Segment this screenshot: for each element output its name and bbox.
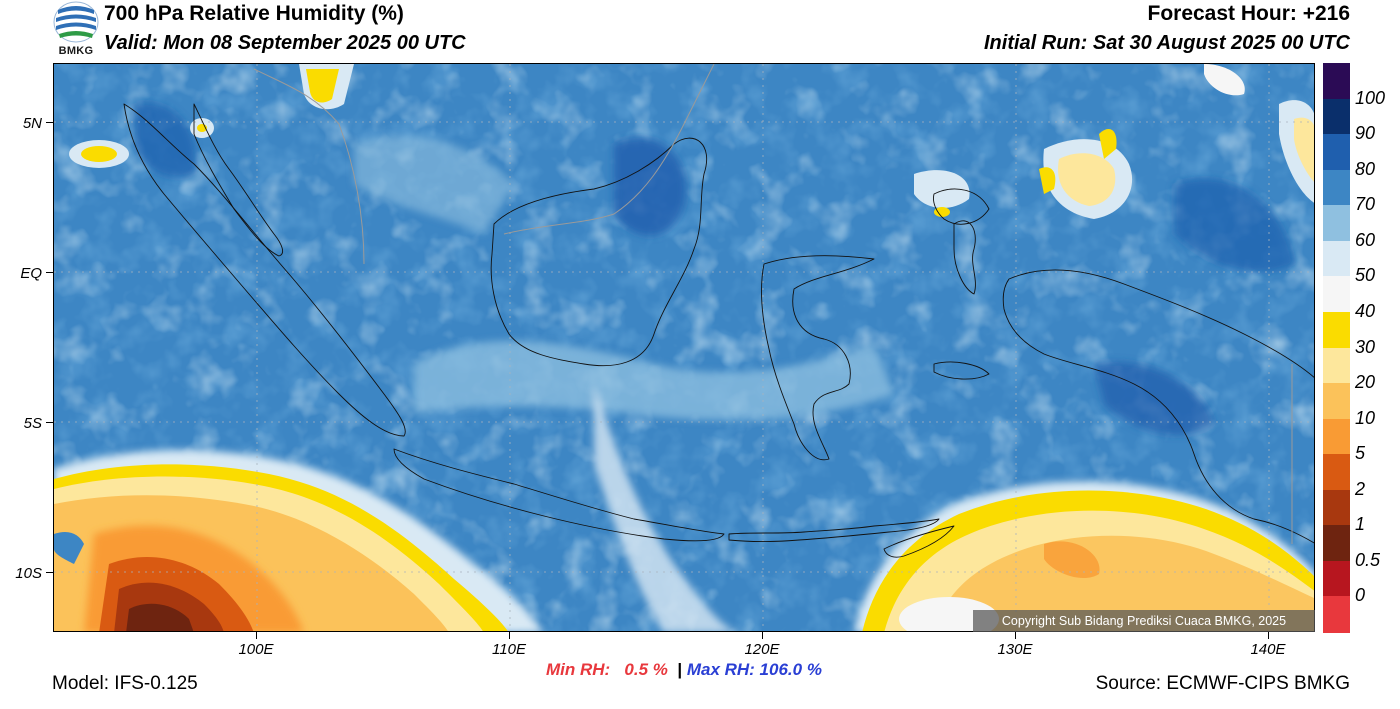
new-guinea-coast [1002,269,1314,544]
colorbar-segment [1323,560,1350,597]
lon-tick [1268,632,1269,639]
rh-stats: Min RH: 0.5 % | Max RH: 106.0 % [546,660,822,680]
colorbar [1323,63,1350,633]
bmkg-logo: BMKG [52,0,100,60]
colorbar-label: 0 [1355,585,1366,606]
lat-tick [46,122,53,123]
colorbar-label: 100 [1355,87,1386,108]
java-coast [393,448,725,542]
lon-tick [1015,632,1016,639]
copyright-notice: Copyright Sub Bidang Prediksi Cuaca BMKG… [973,610,1315,632]
dry-patches-north [69,64,1314,219]
colorbar-segment [1323,418,1350,455]
colorbar-label: 90 [1355,123,1376,144]
moist-features [134,102,1294,631]
sumatra-coast [123,103,406,437]
colorbar-label: 20 [1355,372,1376,393]
lon-tick [509,632,510,639]
lon-tick [762,632,763,639]
min-rh-value: 0.5 % [624,660,668,679]
lon-label-130e: 130E [997,641,1033,658]
lon-label-120e: 120E [744,641,780,658]
min-rh-label: Min RH: [546,660,611,679]
lon-label-100e: 100E [238,641,274,658]
initial-run: Initial Run: Sat 30 August 2025 00 UTC [983,32,1350,54]
lon-label-140e: 140E [1250,641,1286,658]
max-rh: Max RH: 106.0 % [686,660,822,679]
lesser-sunda-coast [728,518,940,542]
colorbar-label: 5 [1355,443,1366,464]
colorbar-label: 2 [1355,478,1366,499]
colorbar-label: 0.5 [1355,549,1381,570]
model-label: Model: IFS-0.125 [52,673,198,694]
timor-coast [883,525,955,558]
lat-tick [46,422,53,423]
border-borneo [503,64,715,235]
lat-tick [46,572,53,573]
colorbar-label: 30 [1355,336,1376,357]
colorbar-label: 60 [1355,229,1376,250]
colorbar-segment [1323,311,1350,348]
source-label: Source: ECMWF-CIPS BMKG [1095,673,1350,694]
lat-label-eq: EQ [20,265,42,282]
seram-coast [933,361,990,380]
colorbar-segment [1323,205,1350,242]
humidity-map [53,63,1315,632]
forecast-hour: Forecast Hour: +216 [1147,2,1351,25]
map-canvas [54,64,1314,631]
colorbar-segment [1323,134,1350,171]
colorbar-label: 10 [1355,407,1376,428]
valid-time: Valid: Mon 08 September 2025 00 UTC [104,32,466,54]
lon-tick [256,632,257,639]
logo-text: BMKG [58,45,94,57]
dry-region-southeast [854,481,1314,631]
lat-tick [46,272,53,273]
colorbar-label: 70 [1355,194,1376,215]
colorbar-segment [1323,169,1350,206]
stats-separator: | [677,660,683,679]
colorbar-label: 50 [1355,265,1376,286]
lat-label-5s: 5S [23,415,42,432]
sulawesi-coast [761,255,875,461]
borders [253,64,1293,544]
colorbar-segment [1323,63,1350,100]
colorbar-segment [1323,276,1350,313]
dry-region-southwest [54,450,543,631]
lat-label-10s: 10S [15,565,42,582]
coastlines [123,103,1314,558]
mindanao-coast [933,188,990,225]
malay-peninsula-coast [193,103,284,257]
colorbar-segment [1323,525,1350,562]
halmahera-coast [953,220,976,295]
borneo-coast [490,137,708,367]
colorbar-segment [1323,347,1350,384]
colorbar-segment [1323,596,1350,633]
lat-label-5n: 5N [22,115,42,132]
colorbar-segment [1323,489,1350,526]
colorbar-segment [1323,454,1350,491]
map-title: 700 hPa Relative Humidity (%) [104,2,404,25]
colorbar-segment [1323,383,1350,420]
colorbar-label: 80 [1355,158,1376,179]
colorbar-label: 40 [1355,300,1376,321]
lon-label-110e: 110E [492,641,526,658]
colorbar-segment [1323,240,1350,277]
border-peninsula [253,68,365,265]
colorbar-label: 1 [1355,514,1366,535]
colorbar-segment [1323,98,1350,135]
